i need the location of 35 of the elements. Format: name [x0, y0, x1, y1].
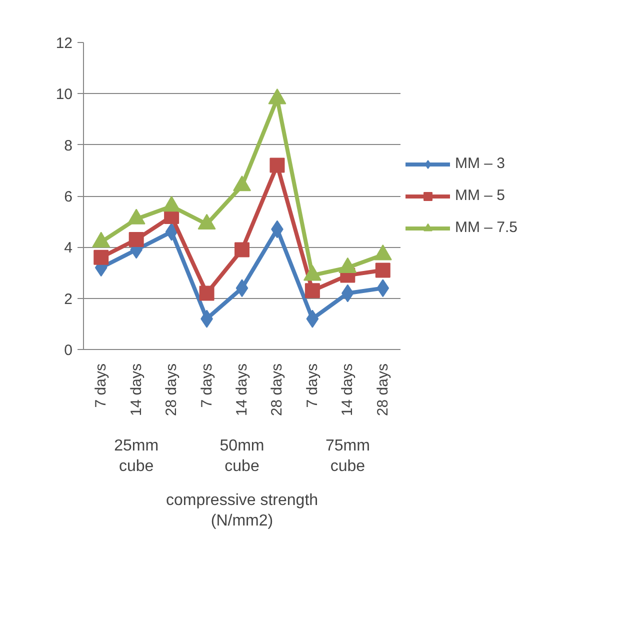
text: 25mm cube: [114, 438, 159, 475]
y-tick-label: 4: [64, 240, 72, 257]
x-tick-label: 28 days: [163, 363, 180, 416]
point: [165, 222, 178, 241]
y-tick-label: 0: [64, 342, 72, 359]
y-tick-label: 6: [64, 188, 72, 206]
y-tick-label: 8: [64, 137, 72, 154]
point: [199, 286, 214, 301]
x-tick-label: 28 days: [268, 363, 286, 416]
text: 50mm cube: [220, 438, 264, 475]
point: [376, 279, 390, 298]
point: [268, 88, 286, 104]
point: [236, 279, 248, 298]
point: [304, 283, 320, 298]
legend-label: MM – 7.5: [455, 219, 518, 236]
x-axis-title: compressive strength (N/mm2): [166, 492, 318, 530]
text: 75mm cube: [325, 438, 370, 475]
y-tick-label: 2: [64, 290, 72, 308]
point: [234, 242, 250, 258]
x-tick-label: 7 days: [92, 363, 110, 408]
legend-label: MM – 3: [455, 155, 506, 172]
point: [94, 250, 109, 265]
x-tick-label: 14 days: [234, 363, 250, 416]
x-tick-label: 7 days: [304, 363, 321, 408]
y-tick-label: 10: [56, 86, 73, 104]
point: [306, 310, 319, 328]
point: [128, 232, 144, 247]
legend-label: MM – 5: [455, 187, 506, 204]
x-tick-label: 14 days: [128, 363, 145, 416]
y-tick-label: 12: [56, 35, 73, 52]
x-tick-label: 28 days: [374, 363, 392, 416]
x-tick-label: 7 days: [198, 363, 216, 408]
x-tick-label: 14 days: [339, 363, 356, 416]
point: [270, 158, 285, 173]
point: [375, 262, 390, 278]
